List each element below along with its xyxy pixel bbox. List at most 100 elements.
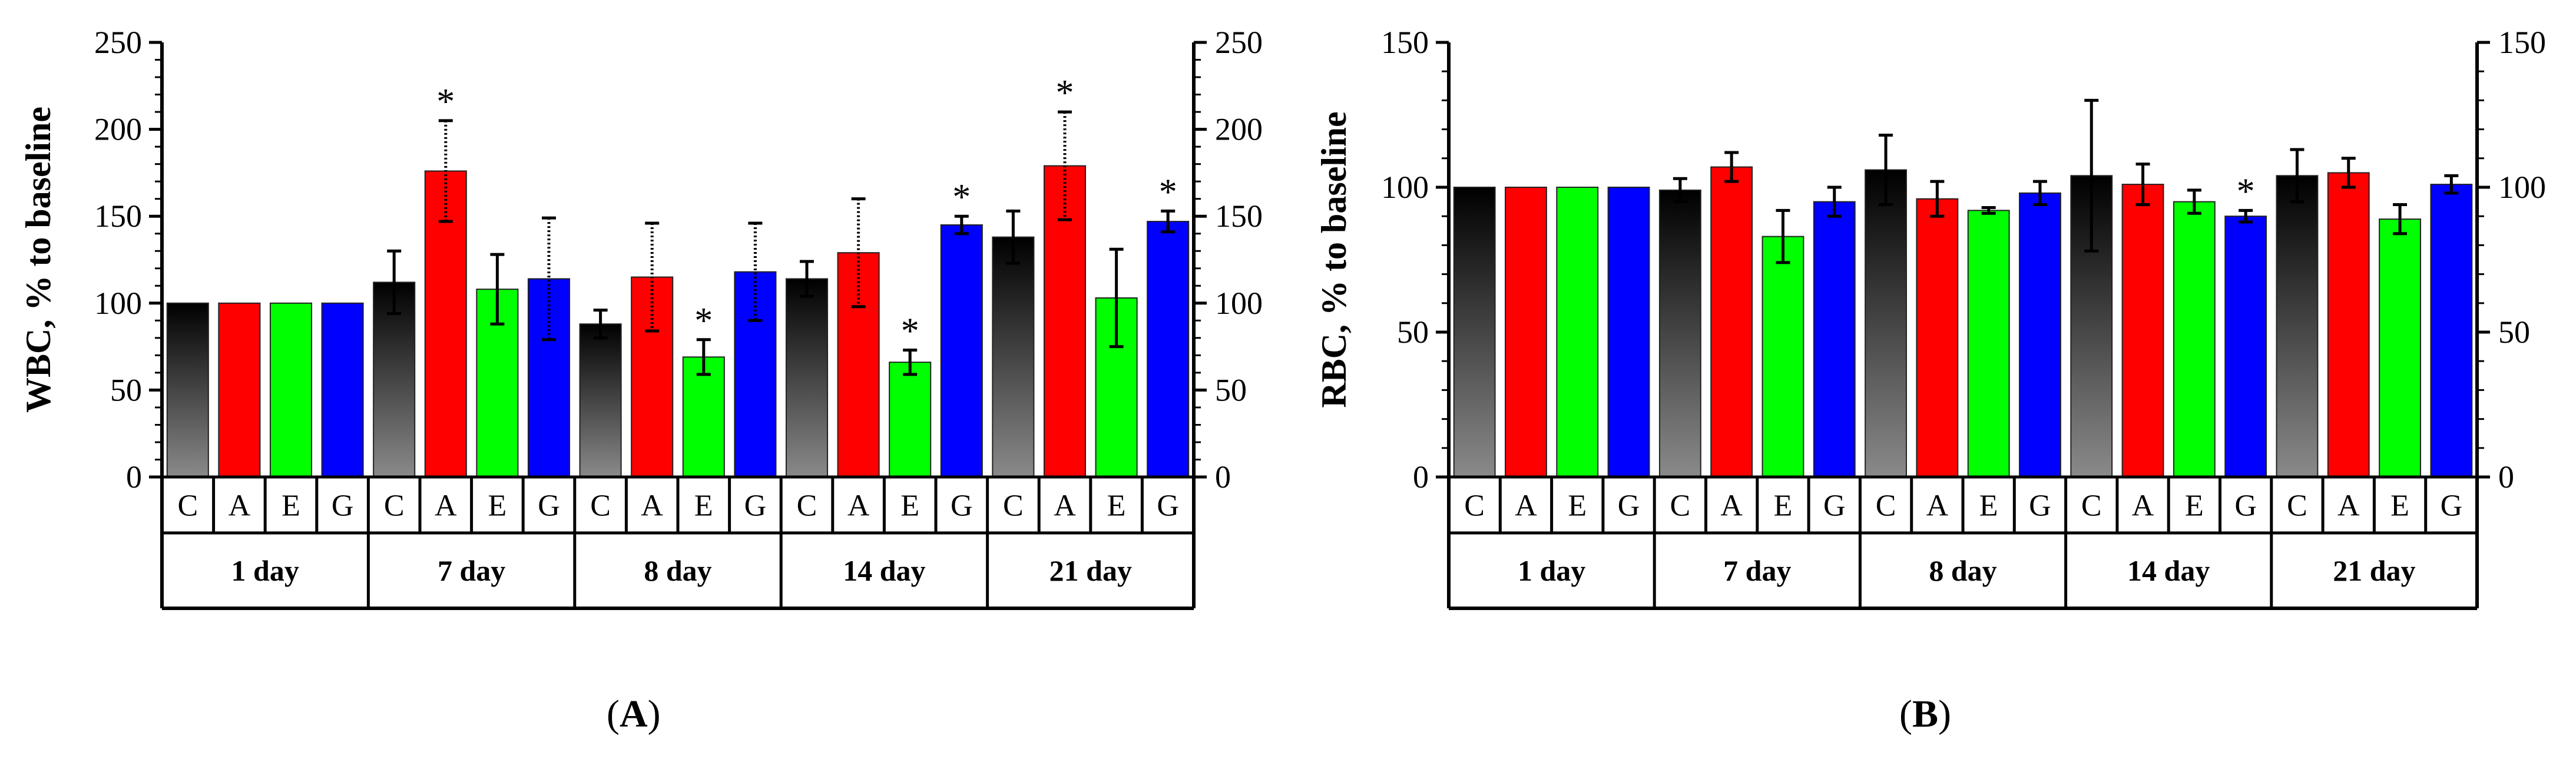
series-cell-label: C xyxy=(1670,489,1691,523)
group-label: 7 day xyxy=(1723,554,1791,587)
y-tick-label-left: 0 xyxy=(126,459,142,495)
bar-g-21-day xyxy=(1147,221,1190,478)
series-cell-label: A xyxy=(1054,489,1076,523)
bar-c-21-day xyxy=(2276,175,2319,478)
group-label: 1 day xyxy=(231,554,299,587)
bar-c-21-day xyxy=(992,236,1035,478)
series-cell-label: G xyxy=(2234,489,2257,523)
y-tick-label-left: 100 xyxy=(1381,170,1429,205)
series-cell-label: A xyxy=(1720,489,1743,523)
series-cell-label: E xyxy=(282,489,300,523)
y-tick-label-right: 100 xyxy=(1215,286,1263,321)
group-label: 8 day xyxy=(644,554,711,587)
series-cell-label: A xyxy=(2337,489,2360,523)
bar-e-21-day xyxy=(2379,218,2421,478)
series-cell-label: G xyxy=(332,489,354,523)
y-tick-label-left: 100 xyxy=(94,286,142,321)
bar-g-1-day xyxy=(321,302,364,478)
y-tick-label-right: 0 xyxy=(2498,459,2514,495)
group-label: 21 day xyxy=(1049,554,1132,587)
bar-c-1-day xyxy=(1453,187,1496,478)
bar-g-7-day xyxy=(1813,201,1856,478)
significance-star: * xyxy=(952,177,971,217)
caption-b-letter: B xyxy=(1912,693,1939,735)
significance-star: * xyxy=(436,82,455,122)
series-cell-label: A xyxy=(435,489,457,523)
significance-star: * xyxy=(2237,171,2255,211)
bar-e-8-day xyxy=(1967,210,2010,478)
series-cell-label: C xyxy=(177,489,198,523)
bar-a-7-day xyxy=(1710,166,1753,478)
bar-g-1-day xyxy=(1607,187,1650,478)
bar-a-21-day xyxy=(1043,165,1087,478)
y-tick-label-left: 0 xyxy=(1413,459,1429,495)
series-cell-label: C xyxy=(590,489,611,523)
series-cell-label: C xyxy=(2287,489,2307,523)
y-tick-label-right: 100 xyxy=(2498,170,2546,205)
y-axis-title: RBC, % to baseline xyxy=(1315,111,1353,407)
series-cell-label: E xyxy=(1774,489,1793,523)
y-tick-label-left: 50 xyxy=(1397,314,1429,350)
bar-e-1-day xyxy=(269,302,313,478)
bar-c-8-day xyxy=(1865,169,1907,478)
bar-c-8-day xyxy=(579,323,622,478)
bar-a-21-day xyxy=(2327,172,2370,478)
series-cell-label: G xyxy=(1618,489,1640,523)
bar-e-7-day xyxy=(1762,236,1804,478)
significance-star: * xyxy=(1159,172,1177,212)
bar-g-7-day xyxy=(527,278,571,478)
caption-b: (B) xyxy=(1899,692,1951,737)
series-cell-label: C xyxy=(1464,489,1485,523)
group-label: 1 day xyxy=(1518,554,1585,587)
series-cell-label: E xyxy=(2390,489,2409,523)
group-label: 14 day xyxy=(2127,554,2210,587)
y-tick-label-left: 200 xyxy=(94,112,142,147)
series-cell-label: C xyxy=(797,489,817,523)
bar-a-8-day xyxy=(1916,198,1959,478)
bar-e-14-day xyxy=(889,362,932,478)
y-tick-label-right: 50 xyxy=(2498,314,2530,350)
y-tick-label-right: 150 xyxy=(2498,25,2546,60)
series-cell-label: G xyxy=(2029,489,2051,523)
caption-a-open: ( xyxy=(607,693,620,735)
y-tick-label-right: 0 xyxy=(1215,459,1231,495)
significance-star: * xyxy=(1056,73,1074,113)
series-cell-label: E xyxy=(2185,489,2204,523)
series-cell-label: E xyxy=(1979,489,1998,523)
series-cell-label: A xyxy=(1515,489,1537,523)
series-cell-label: E xyxy=(694,489,713,523)
series-cell-label: G xyxy=(951,489,973,523)
caption-b-close: ) xyxy=(1938,693,1951,735)
bar-c-1-day xyxy=(166,302,209,478)
bar-a-14-day xyxy=(2121,184,2164,478)
bar-g-21-day xyxy=(2430,184,2473,478)
series-cell-label: C xyxy=(1003,489,1024,523)
y-tick-label-left: 250 xyxy=(94,25,142,60)
y-tick-label-right: 150 xyxy=(1215,198,1263,234)
series-cell-label: E xyxy=(1568,489,1587,523)
series-cell-label: G xyxy=(1823,489,1846,523)
y-tick-label-left: 150 xyxy=(1381,25,1429,60)
group-label: 21 day xyxy=(2333,554,2415,587)
series-cell-label: C xyxy=(384,489,405,523)
chart-wbc: * * * * * * 0 0 50 50 100 100 150 150 200 200 250 250 WBC,… xyxy=(19,25,1263,610)
caption-a-letter: A xyxy=(619,693,648,735)
group-label: 14 day xyxy=(843,554,925,587)
series-cell-label: A xyxy=(847,489,870,523)
y-tick-label-right: 250 xyxy=(1215,25,1263,60)
bar-a-1-day xyxy=(1505,187,1547,478)
caption-b-open: ( xyxy=(1899,693,1912,735)
caption-a: (A) xyxy=(607,692,661,737)
group-label: 7 day xyxy=(438,554,505,587)
caption-a-close: ) xyxy=(647,693,661,735)
bar-c-7-day xyxy=(1658,189,1701,478)
series-cell-label: C xyxy=(1876,489,1896,523)
bar-g-14-day xyxy=(940,224,983,478)
bar-c-14-day xyxy=(785,278,829,478)
y-tick-label-left: 50 xyxy=(110,372,142,407)
series-cell-label: G xyxy=(538,489,560,523)
group-label: 8 day xyxy=(1929,554,1996,587)
bar-e-1-day xyxy=(1556,187,1599,478)
